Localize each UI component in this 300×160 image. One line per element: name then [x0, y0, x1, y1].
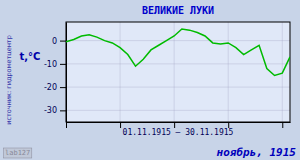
y-tick-label: 0 — [52, 37, 57, 46]
y-tick-mark — [60, 64, 66, 65]
y-tick: -20 — [44, 83, 66, 92]
plot-frame — [66, 22, 290, 122]
y-axis: 0 -10 -20 -30 — [44, 23, 67, 123]
x-tick-mark — [120, 122, 121, 128]
x-tick — [66, 122, 67, 128]
chart: 0 -10 -20 -30 ВЕЛИКИЕ ЛУКИ t,°C 01.11.1915 – 3… — [0, 0, 300, 160]
grid-line-y — [66, 63, 290, 64]
grid-line-y — [66, 40, 290, 41]
background — [0, 0, 300, 160]
x-tick-mark — [66, 122, 67, 128]
y-tick-mark — [60, 41, 66, 42]
x-axis-label: 01.11.1915 – 30.11.1915 — [123, 128, 234, 137]
x-tick — [120, 122, 121, 128]
marks — [66, 29, 290, 76]
grid-line-y — [66, 87, 290, 88]
y-tick-mark — [60, 110, 66, 111]
footer-left-box — [4, 148, 32, 158]
grid — [66, 22, 290, 122]
grid-line-x — [120, 22, 121, 122]
y-tick-label: -20 — [44, 83, 57, 92]
plot-background — [66, 22, 290, 122]
y-axis-label: t,°C — [20, 51, 41, 62]
grid-line-x — [228, 22, 229, 122]
y-tick-mark — [60, 87, 66, 88]
plot: 0 -10 -20 -30 — [44, 22, 291, 128]
footer-left-text: lab127 — [5, 149, 30, 157]
title: ВЕЛИКИЕ ЛУКИ — [142, 5, 214, 16]
y-tick-label: -10 — [44, 60, 57, 69]
y-tick: -10 — [44, 60, 66, 69]
source-label: источник: гидрометцентр — [5, 35, 13, 125]
y-tick: 0 — [52, 37, 66, 46]
y-tick-label: -30 — [44, 106, 57, 115]
grid-line-y — [66, 110, 290, 111]
footer-right: ноябрь, 1915 — [217, 146, 297, 159]
footer-left: lab127 — [4, 148, 32, 158]
x-tick — [282, 122, 283, 128]
y-tick: -30 — [44, 106, 66, 115]
x-tick-mark — [282, 122, 283, 128]
temperature-line — [66, 29, 290, 76]
